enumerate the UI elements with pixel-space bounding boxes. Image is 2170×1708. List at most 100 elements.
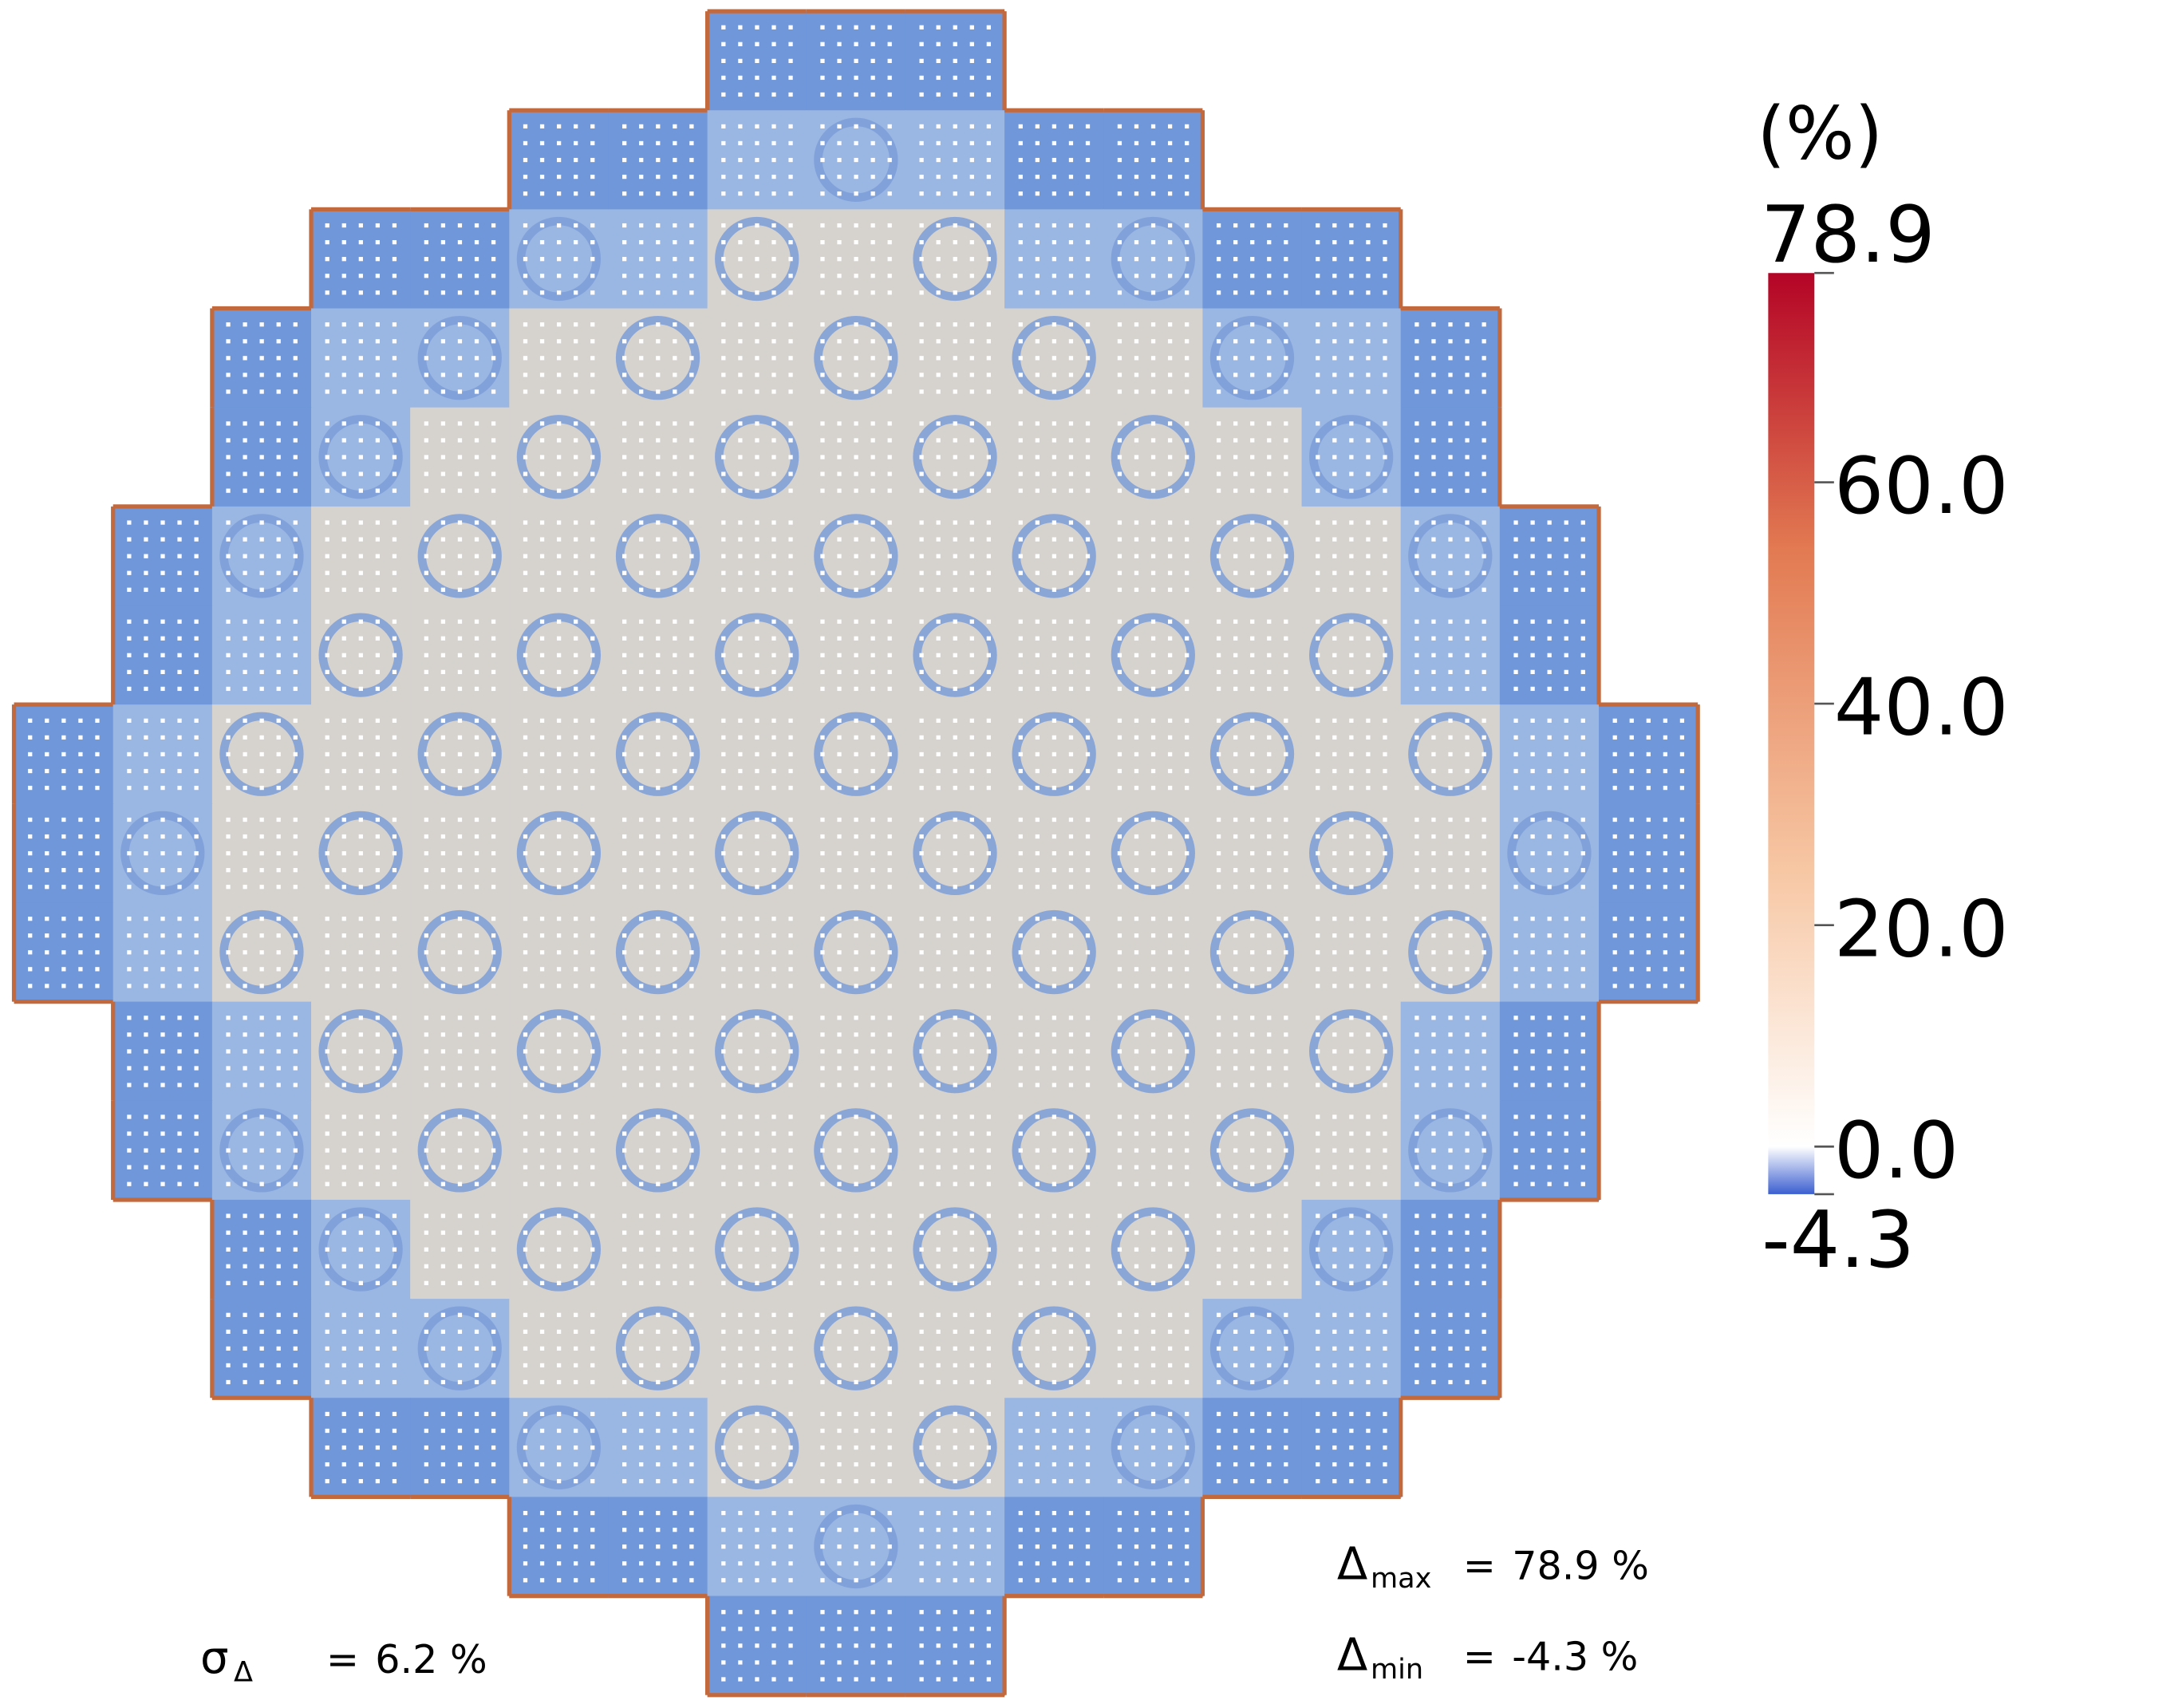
pin	[375, 850, 380, 856]
pin	[1547, 537, 1552, 542]
pin	[953, 438, 957, 443]
pin	[673, 768, 677, 774]
pin	[194, 619, 199, 624]
pin	[1547, 653, 1552, 657]
pin	[293, 1165, 298, 1170]
pin	[293, 868, 298, 873]
pin	[523, 1165, 528, 1170]
pin	[1332, 967, 1337, 972]
pin	[1448, 356, 1453, 361]
pin	[1580, 1049, 1585, 1054]
pin	[1018, 157, 1023, 163]
pin	[721, 373, 726, 377]
pin	[440, 223, 446, 228]
pin	[259, 1346, 264, 1351]
pin	[590, 373, 595, 377]
pin	[144, 768, 148, 774]
pin	[194, 1131, 199, 1136]
pin	[226, 817, 231, 822]
pin	[1284, 785, 1288, 791]
pin	[1117, 834, 1122, 839]
pin	[1431, 322, 1436, 327]
pin	[457, 322, 463, 327]
pin	[837, 223, 842, 228]
pin	[1316, 868, 1320, 873]
pin	[276, 967, 281, 972]
pin	[358, 570, 363, 575]
pin	[375, 554, 380, 558]
pin	[1250, 1329, 1255, 1334]
pin	[1018, 455, 1023, 460]
pin	[1284, 339, 1288, 344]
pin	[574, 1230, 578, 1235]
pin	[837, 1148, 842, 1153]
pin	[1547, 1131, 1552, 1136]
pin	[556, 1181, 562, 1186]
pin	[1018, 885, 1023, 890]
pin	[870, 240, 875, 245]
pin	[1316, 257, 1320, 262]
pin	[325, 339, 329, 344]
pin	[1134, 1379, 1139, 1385]
pin	[1332, 537, 1337, 542]
pin	[1383, 636, 1387, 641]
pin	[919, 1329, 924, 1334]
pin	[1167, 1148, 1173, 1153]
pin	[392, 619, 397, 624]
pin	[673, 339, 677, 344]
pin	[160, 554, 165, 558]
pin	[539, 917, 545, 921]
pin	[144, 967, 148, 972]
pin	[1284, 669, 1288, 675]
pin	[936, 1016, 941, 1020]
pin	[177, 570, 182, 575]
pin	[95, 751, 100, 757]
pin	[539, 356, 545, 361]
pin	[392, 933, 397, 938]
pin	[341, 950, 346, 955]
pin	[1167, 751, 1173, 757]
pin	[127, 967, 132, 972]
pin	[160, 570, 165, 575]
pin	[1185, 322, 1190, 327]
pin	[1513, 885, 1518, 890]
pin	[375, 471, 380, 476]
pin	[1167, 636, 1173, 641]
pin	[1284, 885, 1288, 890]
pin	[226, 619, 231, 624]
pin	[1284, 471, 1288, 476]
assembly-ring	[1111, 1009, 1195, 1094]
pin	[276, 1312, 281, 1317]
pin	[936, 1049, 941, 1054]
pin	[375, 1181, 380, 1186]
pin	[539, 1213, 545, 1218]
pin	[1035, 274, 1040, 278]
pin	[574, 520, 578, 525]
pin	[1134, 984, 1139, 988]
pin	[28, 785, 33, 791]
pin	[1448, 520, 1453, 525]
pin	[1167, 917, 1173, 921]
pin	[721, 1213, 726, 1218]
pin	[276, 817, 281, 822]
pin	[1068, 653, 1074, 657]
pin	[887, 850, 892, 856]
pin	[1068, 1329, 1074, 1334]
pin	[1167, 718, 1173, 723]
pin	[1284, 554, 1288, 558]
pin	[491, 1411, 496, 1417]
pin	[491, 389, 496, 394]
pin	[639, 373, 644, 377]
pin	[1679, 868, 1685, 873]
pin	[424, 1479, 428, 1484]
pin	[1580, 653, 1585, 657]
pin	[144, 653, 148, 657]
pin	[673, 1016, 677, 1020]
pin	[837, 537, 842, 542]
pin	[440, 257, 446, 262]
pin	[1051, 1213, 1057, 1218]
pin	[474, 735, 479, 740]
pin	[1250, 686, 1255, 692]
pin	[1167, 1181, 1173, 1186]
pin	[523, 488, 528, 493]
